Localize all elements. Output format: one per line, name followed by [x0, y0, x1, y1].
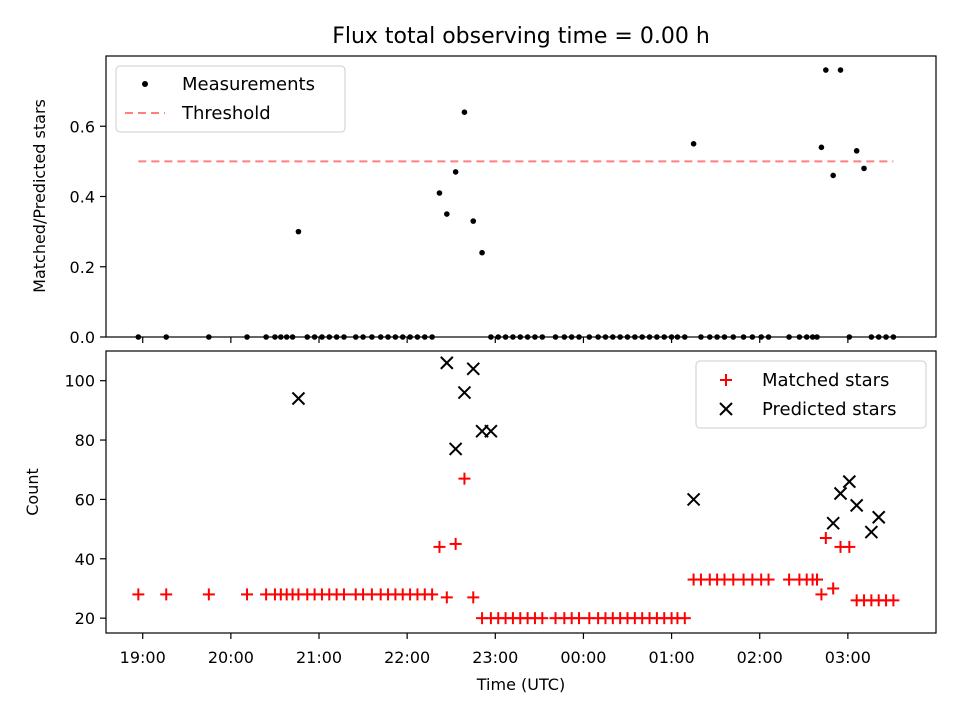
measurement-point — [470, 218, 477, 224]
matched-star-point — [426, 588, 439, 601]
measurement-point — [452, 169, 459, 175]
legend-predicted-marker — [719, 402, 733, 416]
bottom-y-axis-label: Count — [23, 468, 42, 516]
matched-star-point — [132, 588, 145, 601]
x-tick-label: 00:00 — [560, 648, 606, 667]
x-tick-label: 19:00 — [120, 648, 166, 667]
matched-star-point — [458, 472, 471, 485]
bottom-subplot: 20 40 60 80 100 19:00 20:00 21:00 22:00 23:00 00:… — [23, 350, 937, 694]
bottom-y-tick-label: 40 — [75, 550, 95, 569]
matched-star-point — [678, 612, 691, 625]
matched-stars-points — [132, 472, 900, 625]
bottom-y-tick-label: 100 — [64, 372, 95, 391]
predicted-star-point — [826, 516, 840, 530]
predicted-star-point — [842, 474, 857, 489]
matched-star-point — [241, 588, 254, 601]
bottom-y-ticks: 20 40 60 80 100 — [64, 372, 106, 628]
x-tick-label: 20:00 — [208, 648, 254, 667]
bottom-legend-box — [695, 360, 927, 429]
x-axis-label: Time (UTC) — [476, 675, 565, 694]
predicted-star-point — [864, 525, 879, 539]
matched-star-point — [811, 573, 824, 586]
matched-star-point — [827, 582, 840, 595]
matched-star-point — [536, 612, 549, 625]
top-y-tick-label: 0.6 — [70, 117, 95, 136]
matched-star-point — [433, 540, 446, 553]
top-plot-frame — [105, 55, 937, 338]
x-tick-label: 03:00 — [825, 648, 871, 667]
predicted-star-point — [291, 391, 306, 406]
matched-star-point — [440, 591, 453, 604]
legend-measurements-marker — [142, 81, 148, 87]
x-tick-label: 01:00 — [649, 648, 695, 667]
bottom-plot-frame — [105, 350, 937, 634]
bottom-y-tick-label: 60 — [75, 490, 95, 509]
top-legend: Measurements Threshold — [115, 65, 346, 133]
measurement-point — [823, 67, 829, 73]
measurement-point — [295, 228, 302, 235]
matched-star-point — [843, 540, 856, 553]
legend-predicted-label: Predicted stars — [762, 399, 896, 420]
bottom-y-tick-label: 20 — [75, 609, 95, 628]
legend-measurements-label: Measurements — [182, 74, 315, 95]
top-legend-box — [115, 65, 346, 133]
matched-star-point — [819, 532, 832, 545]
top-y-tick-label: 0.4 — [70, 188, 95, 207]
top-subplot: 0.0 0.2 0.4 0.6 Matched/Predicted stars Mea… — [30, 55, 937, 347]
matched-star-point — [337, 588, 350, 601]
matched-star-point — [887, 594, 900, 607]
x-tick-label: 23:00 — [472, 648, 518, 667]
measurement-point — [436, 190, 443, 196]
predicted-star-point — [686, 492, 701, 507]
measurement-point — [861, 165, 867, 172]
x-tick-label: 21:00 — [296, 648, 342, 667]
top-y-ticks: 0.0 0.2 0.4 0.6 — [70, 117, 106, 347]
predicted-star-point — [849, 498, 864, 513]
measurement-point — [444, 211, 450, 217]
legend-threshold-label: Threshold — [181, 103, 271, 124]
predicted-star-point — [872, 510, 886, 524]
matched-star-point — [762, 573, 775, 586]
measurement-point — [690, 141, 697, 147]
bottom-x-ticks: 19:00 20:00 21:00 22:00 23:00 00:00 01:00 02:00… — [120, 633, 871, 667]
x-tick-label: 02:00 — [737, 648, 783, 667]
top-y-tick-label: 0.2 — [70, 258, 95, 277]
measurement-point — [461, 109, 468, 115]
matched-star-point — [467, 591, 480, 604]
predicted-stars-points — [291, 356, 886, 539]
matched-star-point — [783, 573, 796, 586]
measurement-points — [135, 67, 897, 340]
predicted-star-point — [457, 385, 472, 400]
matched-star-point — [202, 588, 215, 601]
legend-matched-label: Matched stars — [762, 370, 889, 391]
measurement-point — [818, 144, 825, 151]
bottom-legend: Matched stars Predicted stars — [695, 360, 927, 429]
x-tick-label: 22:00 — [384, 648, 430, 667]
matched-star-point — [815, 588, 828, 601]
legend-matched-marker — [720, 374, 732, 386]
matched-star-point — [449, 537, 462, 550]
top-y-axis-label: Matched/Predicted stars — [30, 99, 49, 293]
matched-star-point — [727, 573, 740, 586]
matched-star-point — [160, 588, 173, 601]
predicted-star-point — [440, 356, 454, 370]
measurement-point — [479, 249, 485, 256]
predicted-star-point — [466, 362, 480, 376]
matched-star-point — [573, 612, 586, 625]
chart-title: Flux total observing time = 0.00 h — [332, 24, 710, 49]
measurement-point — [837, 67, 844, 73]
bottom-y-tick-label: 80 — [75, 431, 95, 450]
predicted-star-point — [448, 442, 463, 456]
measurement-point — [830, 172, 836, 179]
predicted-star-point — [484, 424, 498, 438]
measurement-point — [853, 148, 860, 154]
predicted-star-point — [833, 486, 848, 501]
top-y-tick-label: 0.0 — [70, 328, 95, 347]
